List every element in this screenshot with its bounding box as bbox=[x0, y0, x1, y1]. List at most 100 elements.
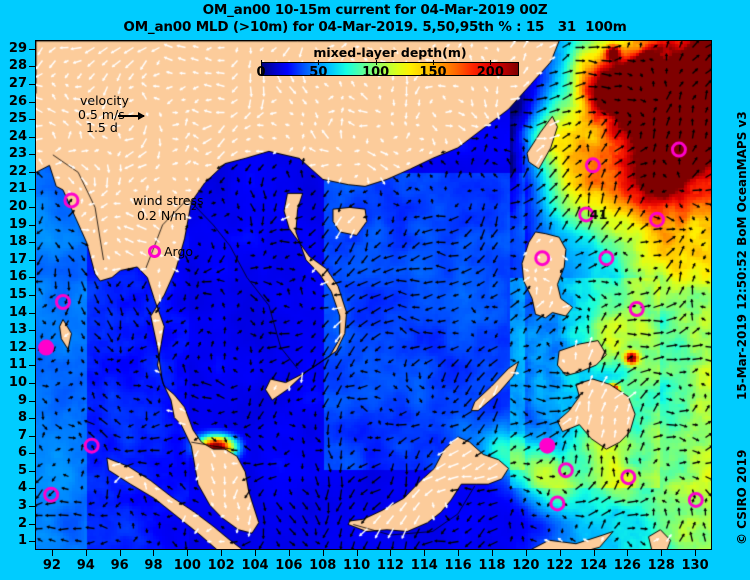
colorbar-tick-label: 0 bbox=[256, 65, 266, 80]
wind-stress-exponent: 2 bbox=[191, 203, 197, 213]
colorbar-tick-label: 150 bbox=[419, 65, 447, 80]
x-axis-tick bbox=[288, 550, 290, 556]
y-axis-tick bbox=[29, 101, 35, 103]
y-axis-tick bbox=[29, 189, 35, 191]
argo-marker-icon bbox=[148, 245, 161, 258]
x-axis-tick bbox=[661, 550, 663, 556]
x-axis-label: 114 bbox=[410, 558, 438, 573]
y-axis-label: 23 bbox=[8, 146, 27, 162]
y-axis-tick bbox=[29, 66, 35, 68]
y-axis-tick bbox=[29, 365, 35, 367]
x-axis-tick bbox=[322, 550, 324, 556]
x-axis-tick bbox=[153, 550, 155, 556]
colorbar-tick bbox=[433, 60, 434, 65]
y-axis-tick bbox=[29, 277, 35, 279]
x-axis-label: 112 bbox=[376, 558, 404, 573]
y-axis-label: 26 bbox=[8, 93, 27, 109]
x-axis-tick bbox=[51, 550, 53, 556]
copyright-credit: © CSIRO 2019 bbox=[735, 449, 749, 545]
x-axis-label: 128 bbox=[647, 558, 675, 573]
y-axis-label: 18 bbox=[8, 234, 27, 250]
colorbar-tick bbox=[261, 60, 262, 65]
x-axis-tick bbox=[491, 550, 493, 556]
x-axis-tick bbox=[424, 550, 426, 556]
colorbar-title: mixed-layer depth(m) bbox=[313, 45, 467, 60]
x-axis-label: 94 bbox=[76, 558, 95, 573]
y-axis-label: 27 bbox=[8, 75, 27, 91]
velocity-legend-duration: 1.5 d bbox=[86, 120, 118, 135]
map-plot-area[interactable]: velocity 0.5 m/s 1.5 d wind stress 0.2 N… bbox=[35, 40, 712, 550]
x-axis-tick bbox=[559, 550, 561, 556]
x-axis-label: 122 bbox=[546, 558, 574, 573]
colorbar-tick-label: 200 bbox=[476, 65, 504, 80]
x-axis-tick bbox=[525, 550, 527, 556]
y-axis-label: 8 bbox=[17, 410, 27, 426]
y-axis-label: 4 bbox=[17, 480, 27, 496]
x-axis-tick bbox=[695, 550, 697, 556]
y-axis-label: 14 bbox=[8, 304, 27, 320]
x-axis-tick bbox=[119, 550, 121, 556]
y-axis-label: 17 bbox=[8, 251, 27, 267]
x-axis-tick bbox=[221, 550, 223, 556]
y-axis-tick bbox=[29, 242, 35, 244]
y-axis-label: 2 bbox=[17, 515, 27, 531]
x-axis-tick bbox=[85, 550, 87, 556]
colorbar-tick bbox=[490, 60, 492, 65]
y-axis-label: 28 bbox=[8, 58, 27, 74]
y-axis-label: 9 bbox=[17, 392, 27, 408]
y-axis-tick bbox=[29, 488, 35, 490]
x-axis-tick bbox=[593, 550, 595, 556]
wind-stress-legend-value: 0.2 N/m bbox=[137, 208, 187, 223]
colorbar-tick-label: 50 bbox=[309, 65, 328, 80]
y-axis-tick bbox=[29, 207, 35, 209]
velocity-reference-arrow-icon bbox=[118, 112, 145, 120]
y-axis-label: 21 bbox=[8, 181, 27, 197]
y-axis-label: 29 bbox=[8, 40, 27, 56]
colorbar: mixed-layer depth(m) 0 50 100 150 200 bbox=[256, 45, 519, 80]
x-axis-label: 98 bbox=[144, 558, 163, 573]
y-axis-tick bbox=[29, 418, 35, 420]
x-axis-label: 108 bbox=[309, 558, 337, 573]
y-axis-tick bbox=[29, 83, 35, 85]
y-axis-label: 20 bbox=[8, 199, 27, 215]
y-axis-tick bbox=[29, 259, 35, 261]
timestamp-credit: 15-Mar-2019 12:50:52 BoM OceanMAPS v3 bbox=[735, 111, 749, 400]
colorbar-tick bbox=[318, 60, 320, 65]
y-axis-tick bbox=[29, 453, 35, 455]
x-axis-tick bbox=[390, 550, 392, 556]
y-axis-label: 1 bbox=[17, 533, 27, 549]
y-axis-label: 15 bbox=[8, 287, 27, 302]
y-axis-tick bbox=[29, 119, 35, 121]
y-axis-label: 22 bbox=[8, 163, 27, 179]
x-axis-label: 100 bbox=[173, 558, 201, 573]
y-axis-tick bbox=[29, 48, 35, 50]
x-axis-label: 126 bbox=[613, 558, 641, 573]
y-axis-label: 24 bbox=[8, 128, 27, 144]
y-axis-tick bbox=[29, 347, 35, 349]
y-axis-tick bbox=[29, 312, 35, 314]
x-axis-label: 130 bbox=[681, 558, 709, 573]
x-axis-label: 120 bbox=[512, 558, 540, 573]
x-axis-tick bbox=[356, 550, 358, 556]
y-axis-tick bbox=[29, 171, 35, 173]
y-axis-label: 13 bbox=[8, 322, 27, 338]
y-axis-label: 6 bbox=[17, 445, 27, 461]
y-axis-tick bbox=[29, 541, 35, 543]
y-axis-label: 7 bbox=[17, 427, 27, 443]
figure-title-line2: OM_an00 MLD (>10m) for 04-Mar-2019. 5,50… bbox=[123, 19, 627, 35]
y-axis-tick bbox=[29, 506, 35, 508]
y-axis-label: 10 bbox=[8, 374, 27, 390]
y-axis-tick bbox=[29, 470, 35, 472]
x-axis-tick bbox=[255, 550, 257, 556]
x-axis-label: 116 bbox=[444, 558, 472, 573]
y-axis-label: 16 bbox=[8, 269, 27, 285]
y-axis-tick bbox=[29, 523, 35, 525]
y-axis-label: 3 bbox=[17, 498, 27, 514]
y-axis-tick bbox=[29, 224, 35, 226]
y-axis-label: 19 bbox=[8, 216, 27, 232]
x-axis-tick bbox=[187, 550, 189, 556]
figure-title-line1: OM_an00 10-15m current for 04-Mar-2019 0… bbox=[202, 2, 548, 18]
x-axis-label: 92 bbox=[42, 558, 61, 573]
argo-legend-label: Argo bbox=[164, 244, 194, 259]
